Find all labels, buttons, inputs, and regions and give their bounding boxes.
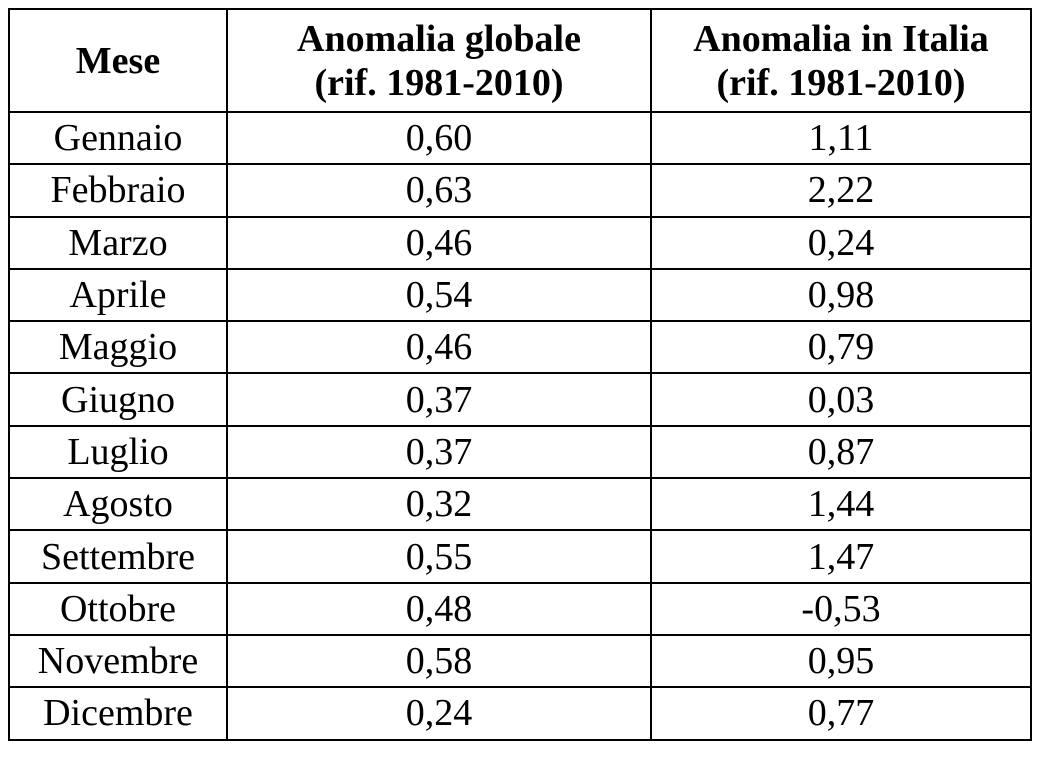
value-cell: 0,58 [226, 633, 652, 689]
month-cell: Agosto [8, 477, 228, 532]
value-cell: 1,44 [650, 477, 1032, 532]
month-cell: Aprile [8, 267, 228, 323]
header-cell: Anomalia in Italia (rif. 1981-2010) [650, 8, 1032, 113]
table-row: Novembre 0,58 0,95 [8, 633, 1032, 689]
table-row: Giugno 0,37 0,03 [8, 372, 1032, 427]
table-row: Marzo 0,46 0,24 [8, 215, 1032, 270]
value-cell: 0,24 [650, 215, 1032, 270]
value-cell: 0,48 [226, 581, 652, 636]
value-cell: 0,87 [650, 424, 1032, 480]
month-cell: Ottobre [8, 581, 228, 636]
table-row: Maggio 0,46 0,79 [8, 320, 1032, 375]
month-cell: Settembre [8, 529, 228, 584]
value-cell: 0,98 [650, 267, 1032, 323]
value-cell: 0,79 [650, 320, 1032, 375]
value-cell: 0,03 [650, 372, 1032, 427]
value-cell: 0,63 [226, 163, 652, 218]
value-cell: 0,24 [226, 686, 652, 741]
month-cell: Novembre [8, 633, 228, 689]
value-cell: 1,11 [650, 110, 1032, 166]
header-line: Anomalia globale [297, 17, 581, 60]
header-cell: Mese [8, 8, 228, 113]
value-cell: 1,47 [650, 529, 1032, 584]
value-cell: 0,37 [226, 424, 652, 480]
value-cell: 0,46 [226, 215, 652, 270]
value-cell: 0,32 [226, 477, 652, 532]
value-cell: 0,54 [226, 267, 652, 323]
header-row: Mese Anomalia globale (rif. 1981-2010) Anom… [8, 8, 1032, 113]
month-cell: Luglio [8, 424, 228, 480]
table-row: Dicembre 0,24 0,77 [8, 686, 1032, 741]
table-body: Gennaio 0,60 1,11 Febbraio 0,63 2,22 Marzo 0,46… [8, 110, 1032, 741]
anomaly-table: Mese Anomalia globale (rif. 1981-2010) Anom… [8, 8, 1032, 741]
value-cell: -0,53 [650, 581, 1032, 636]
month-cell: Febbraio [8, 163, 228, 218]
value-cell: 0,37 [226, 372, 652, 427]
value-cell: 0,55 [226, 529, 652, 584]
value-cell: 0,95 [650, 633, 1032, 689]
table-row: Febbraio 0,63 2,22 [8, 163, 1032, 218]
table-row: Agosto 0,32 1,44 [8, 477, 1032, 532]
value-cell: 0,60 [226, 110, 652, 166]
value-cell: 2,22 [650, 163, 1032, 218]
header-line: (rif. 1981-2010) [314, 61, 564, 104]
month-cell: Dicembre [8, 686, 228, 741]
table-row: Luglio 0,37 0,87 [8, 424, 1032, 480]
month-cell: Giugno [8, 372, 228, 427]
table-row: Ottobre 0,48 -0,53 [8, 581, 1032, 636]
table-row: Aprile 0,54 0,98 [8, 267, 1032, 323]
header-line: Anomalia in Italia [693, 17, 989, 60]
header-cell: Anomalia globale (rif. 1981-2010) [226, 8, 652, 113]
value-cell: 0,77 [650, 686, 1032, 741]
header-line: (rif. 1981-2010) [716, 61, 966, 104]
month-cell: Marzo [8, 215, 228, 270]
value-cell: 0,46 [226, 320, 652, 375]
table-row: Settembre 0,55 1,47 [8, 529, 1032, 584]
month-cell: Gennaio [8, 110, 228, 166]
month-cell: Maggio [8, 320, 228, 375]
table-row: Gennaio 0,60 1,11 [8, 110, 1032, 166]
